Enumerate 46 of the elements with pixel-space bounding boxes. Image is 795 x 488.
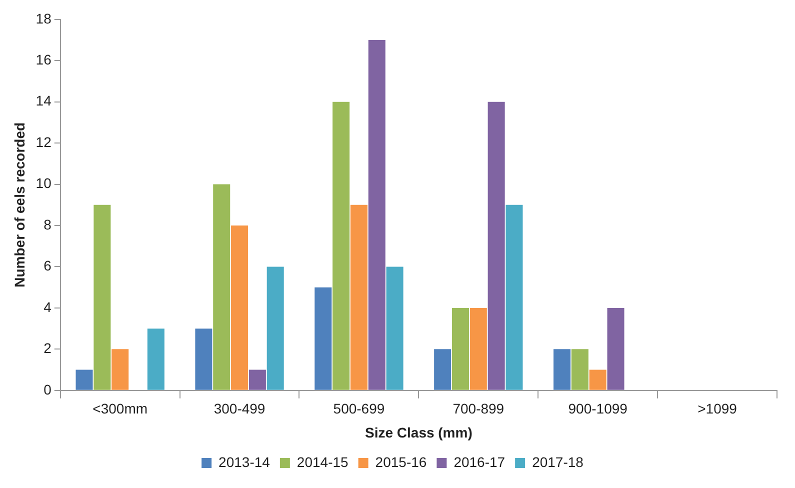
y-tick-label: 4 — [44, 298, 52, 315]
x-tick-label: 700-899 — [452, 400, 504, 417]
bar — [231, 226, 248, 390]
x-tick-label: <300mm — [92, 400, 148, 417]
bar — [607, 308, 624, 390]
bar — [589, 370, 606, 390]
legend-label: 2014-15 — [296, 454, 349, 470]
x-tick-label: 500-699 — [333, 400, 385, 417]
bar — [554, 349, 571, 390]
y-axis-title: Number of eels recorded — [11, 122, 28, 288]
y-tick-label: 10 — [36, 175, 52, 192]
bar — [314, 287, 332, 390]
bar — [94, 204, 111, 390]
y-tick-label: 8 — [44, 216, 52, 232]
y-tick-label: 0 — [44, 381, 52, 398]
legend-label: 2016-17 — [454, 454, 506, 470]
y-tick-label: 12 — [36, 134, 52, 150]
legend-label: 2013-14 — [218, 454, 270, 470]
bar — [452, 308, 469, 390]
bar — [350, 204, 368, 390]
x-tick-label: >1099 — [698, 400, 738, 417]
y-tick-label: 18 — [36, 10, 52, 26]
bar — [332, 102, 350, 390]
bar — [266, 266, 284, 390]
x-tick-label: 300-499 — [214, 400, 266, 417]
y-tick-label: 14 — [36, 92, 52, 109]
bar — [368, 40, 386, 390]
bar — [434, 349, 452, 390]
bar — [488, 102, 505, 390]
x-axis-title: Size Class (mm) — [365, 424, 472, 440]
bar — [470, 308, 487, 390]
bar — [147, 328, 164, 390]
x-tick-label: 900-1099 — [568, 400, 628, 417]
y-tick-label: 16 — [36, 51, 52, 68]
legend-label: 2017-18 — [532, 454, 584, 470]
bar — [76, 370, 93, 390]
y-tick-label: 6 — [44, 258, 52, 274]
bar — [386, 266, 404, 390]
bar — [571, 349, 588, 390]
y-tick-label: 2 — [44, 340, 52, 356]
bar — [112, 349, 129, 390]
bar — [195, 328, 212, 390]
legend-label: 2015-16 — [375, 454, 427, 470]
bar — [213, 184, 230, 390]
bar — [248, 370, 266, 390]
bar — [506, 204, 523, 390]
